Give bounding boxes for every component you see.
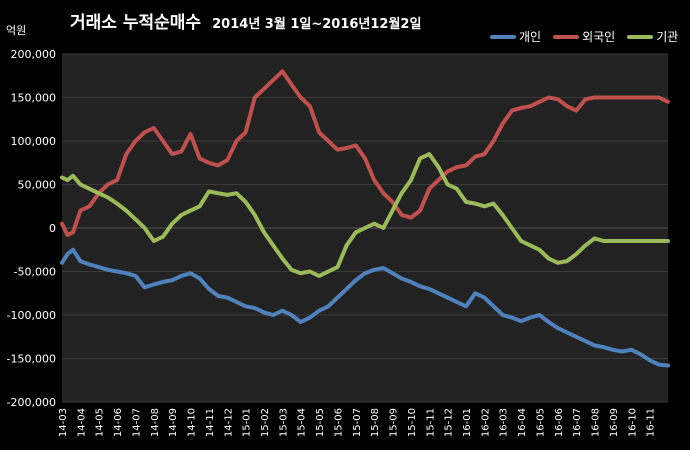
x-tick-label: 16-11 bbox=[646, 408, 657, 437]
y-tick-label: -50,000 bbox=[14, 266, 56, 279]
x-tick-label: 14-06 bbox=[113, 408, 124, 437]
x-tick-label: 14-03 bbox=[58, 408, 69, 437]
series-line-0 bbox=[60, 247, 670, 368]
legend-item-foreign: 외국인 bbox=[553, 28, 615, 45]
chart-title-area: 거래소 누적순매수 2014년 3월 1일~2016년12월2일 bbox=[70, 8, 421, 33]
x-tick-label: 14-07 bbox=[131, 408, 142, 437]
series-line-2 bbox=[60, 152, 670, 278]
grid-lines bbox=[62, 53, 668, 403]
x-tick-label: 15-12 bbox=[444, 408, 455, 437]
x-tick-label: 16-06 bbox=[554, 408, 565, 437]
legend-swatch-foreign bbox=[553, 34, 580, 39]
x-tick-label: 14-12 bbox=[223, 408, 234, 437]
series-lines bbox=[60, 69, 670, 368]
x-tick-label: 16-03 bbox=[499, 408, 510, 437]
x-tick-label: 16-07 bbox=[572, 408, 583, 437]
legend-label-foreign: 외국인 bbox=[582, 30, 616, 44]
x-tick-label: 15-09 bbox=[389, 408, 400, 437]
y-tick-label: 100,000 bbox=[11, 135, 57, 148]
x-tick-label: 16-01 bbox=[462, 408, 473, 437]
y-tick-label: -100,000 bbox=[7, 309, 56, 322]
x-tick-label: 14-11 bbox=[205, 408, 216, 437]
y-tick-label: 50,000 bbox=[18, 179, 57, 192]
x-axis-ticks: 14-03 14-04 14-05 14-06 14-07 14-08 14-09 14-10… bbox=[58, 408, 657, 437]
x-tick-label: 15-11 bbox=[425, 408, 436, 437]
chart-title: 거래소 누적순매수 bbox=[70, 13, 202, 33]
legend-label-retail: 개인 bbox=[519, 30, 542, 44]
x-tick-label: 15-06 bbox=[333, 408, 344, 437]
chart-subtitle: 2014년 3월 1일~2016년12월2일 bbox=[212, 17, 422, 32]
y-tick-label: 200,000 bbox=[11, 48, 57, 61]
x-tick-label: 14-09 bbox=[168, 408, 179, 437]
x-tick-label: 14-04 bbox=[76, 408, 87, 437]
x-tick-label: 15-04 bbox=[297, 408, 308, 437]
y-tick-label: -200,000 bbox=[7, 396, 56, 409]
legend-item-institution: 기관 bbox=[627, 28, 678, 45]
x-tick-label: 15-01 bbox=[242, 408, 253, 437]
legend-item-retail: 개인 bbox=[490, 28, 541, 45]
y-axis-ticks: 200,000 150,000 100,000 50,000 0 -50,000 -100,… bbox=[7, 48, 56, 409]
y-tick-label: 0 bbox=[49, 222, 56, 235]
legend-label-institution: 기관 bbox=[656, 30, 679, 44]
x-tick-label: 16-08 bbox=[591, 408, 602, 437]
x-tick-label: 15-08 bbox=[370, 408, 381, 437]
x-tick-label: 16-10 bbox=[627, 408, 638, 437]
x-tick-label: 16-02 bbox=[480, 408, 491, 437]
x-tick-label: 14-05 bbox=[95, 408, 106, 437]
series-line-1 bbox=[60, 69, 670, 237]
x-tick-label: 16-09 bbox=[609, 408, 620, 437]
x-tick-label: 14-10 bbox=[187, 408, 198, 437]
x-tick-label: 16-05 bbox=[535, 408, 546, 437]
y-tick-label: 150,000 bbox=[11, 92, 57, 105]
x-tick-label: 15-07 bbox=[352, 408, 363, 437]
x-tick-label: 15-03 bbox=[278, 408, 289, 437]
x-tick-label: 15-05 bbox=[315, 408, 326, 437]
legend: 개인 외국인 기관 bbox=[490, 28, 678, 45]
legend-swatch-institution bbox=[627, 34, 654, 39]
y-tick-label: -150,000 bbox=[7, 353, 56, 366]
x-tick-label: 14-08 bbox=[150, 408, 161, 437]
legend-swatch-retail bbox=[490, 34, 516, 39]
x-tick-label: 15-10 bbox=[407, 408, 418, 437]
y-axis-unit-label: 억원 bbox=[6, 24, 27, 37]
x-tick-label: 15-02 bbox=[260, 408, 271, 437]
x-tick-label: 16-04 bbox=[517, 408, 528, 437]
